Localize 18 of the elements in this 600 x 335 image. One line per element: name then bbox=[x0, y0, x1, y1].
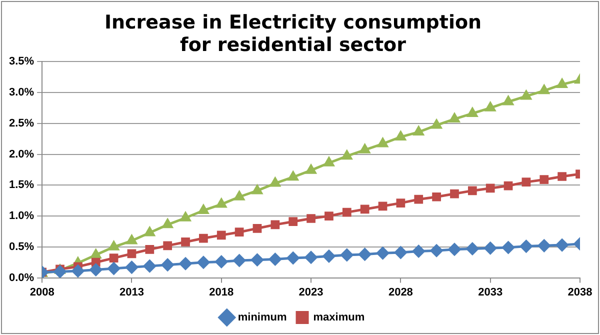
x-tick-label: 2023 bbox=[298, 286, 324, 298]
legend-label: maximum bbox=[313, 312, 365, 324]
y-tick-label: 3.5% bbox=[8, 56, 34, 68]
x-tick-label: 2008 bbox=[30, 286, 54, 298]
y-tick-label: 2.0% bbox=[8, 148, 34, 160]
x-tick-label: 2018 bbox=[209, 286, 234, 298]
legend-label: minimum bbox=[238, 312, 287, 324]
x-tick-label: 2028 bbox=[388, 286, 413, 298]
y-tick-label: 2.5% bbox=[8, 117, 34, 130]
chart-title: Increase in Electricity consumption for residential sector bbox=[104, 11, 482, 56]
x-tick-label: 2038 bbox=[568, 286, 592, 298]
y-tick-label: 3.0% bbox=[8, 86, 34, 99]
y-tick-label: 1.0% bbox=[8, 210, 34, 222]
x-tick-label: 2033 bbox=[478, 286, 503, 298]
x-tick-label: 2013 bbox=[119, 286, 144, 298]
y-tick-label: 1.5% bbox=[8, 179, 34, 192]
y-tick-label: 0.5% bbox=[8, 240, 34, 253]
y-tick-label: 0.0% bbox=[8, 272, 34, 284]
